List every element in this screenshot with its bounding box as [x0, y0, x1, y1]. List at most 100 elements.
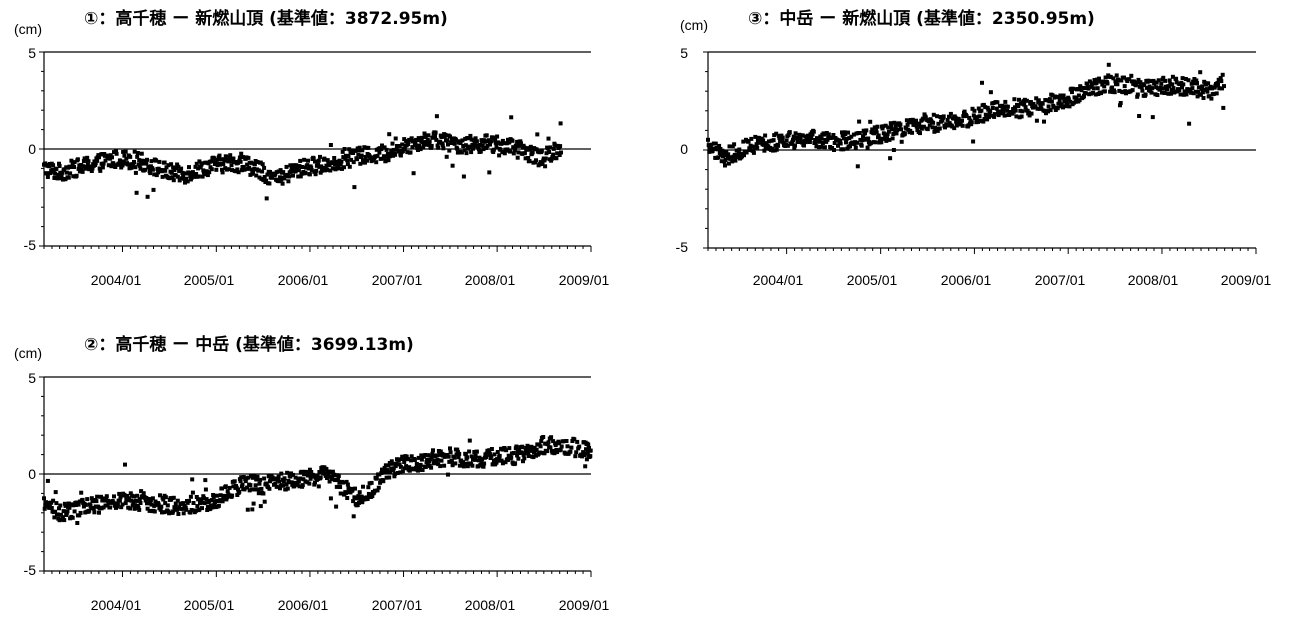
- data-point: [135, 493, 140, 498]
- data-point: [519, 450, 523, 455]
- data-point: [281, 479, 286, 484]
- data-point: [389, 459, 394, 464]
- data-point: [474, 139, 479, 144]
- data-point: [101, 161, 106, 166]
- data-point: [81, 164, 86, 169]
- data-point: [298, 158, 303, 163]
- data-point: [1108, 89, 1113, 94]
- data-point: [201, 496, 206, 501]
- data-point: [331, 160, 336, 165]
- data-point: [302, 472, 307, 477]
- data-point: [256, 491, 261, 496]
- data-point: [1099, 91, 1103, 96]
- data-point: [449, 459, 454, 463]
- data-point: [489, 139, 494, 144]
- data-point: [175, 507, 180, 512]
- data-point: [549, 435, 554, 440]
- data-point: [976, 119, 981, 124]
- data-point: [84, 164, 89, 169]
- data-point: [1091, 90, 1096, 95]
- data-point: [1193, 89, 1198, 94]
- data-point: [1201, 96, 1206, 100]
- data-point: [1087, 79, 1092, 84]
- data-point: [152, 172, 157, 177]
- data-point: [194, 172, 199, 176]
- data-point: [215, 157, 219, 162]
- data-point: [339, 159, 344, 164]
- data-point: [42, 496, 46, 501]
- data-point: [522, 456, 527, 461]
- data-point: [555, 450, 560, 455]
- data-point: [58, 503, 63, 508]
- data-point: [210, 505, 215, 510]
- data-point: [194, 495, 199, 499]
- data-point: [923, 115, 928, 120]
- data-point: [1200, 84, 1205, 89]
- data-point: [723, 163, 727, 168]
- data-point: [346, 486, 351, 491]
- data-point: [793, 131, 798, 136]
- data-point: [587, 445, 591, 450]
- data-point: [733, 158, 738, 163]
- data-point: [334, 484, 339, 489]
- data-point: [1059, 102, 1064, 107]
- data-point: [1026, 110, 1031, 115]
- data-point: [439, 458, 444, 463]
- data-point: [357, 145, 362, 150]
- data-point: [508, 149, 512, 154]
- data-point: [57, 161, 61, 166]
- data-point: [328, 168, 333, 173]
- data-point: [239, 475, 244, 480]
- data-point: [554, 156, 559, 161]
- data-point: [338, 491, 343, 496]
- data-point: [1218, 76, 1223, 81]
- data-point: [404, 464, 409, 469]
- data-point: [129, 165, 134, 170]
- data-point: [524, 446, 529, 450]
- data-point: [732, 142, 737, 147]
- data-point: [188, 510, 193, 515]
- y-tick-label-0: 0: [680, 141, 688, 157]
- data-point: [726, 161, 731, 166]
- data-point: [171, 509, 176, 514]
- data-point: [1038, 101, 1043, 106]
- data-point: [88, 503, 93, 508]
- data-point: [288, 163, 293, 168]
- data-point: [133, 170, 138, 175]
- data-point: [60, 515, 65, 520]
- data-point: [484, 133, 489, 138]
- data-point: [231, 156, 236, 161]
- data-point: [156, 170, 161, 175]
- data-point: [278, 175, 282, 180]
- data-point: [359, 153, 364, 158]
- data-point: [1054, 94, 1059, 99]
- data-point: [859, 143, 864, 148]
- data-point: [218, 493, 223, 498]
- data-point: [330, 469, 335, 474]
- data-point: [380, 143, 384, 148]
- data-point: [983, 112, 988, 117]
- data-point: [513, 461, 518, 466]
- data-point: [274, 484, 279, 489]
- data-point: [145, 194, 150, 199]
- data-point: [910, 117, 915, 122]
- data-point: [297, 484, 302, 489]
- data-point: [861, 134, 865, 139]
- y-tick-label-5: 5: [680, 45, 688, 61]
- data-point: [427, 459, 432, 464]
- data-point: [1095, 86, 1100, 91]
- data-point: [461, 174, 466, 179]
- data-point: [878, 136, 883, 141]
- data-point: [868, 119, 873, 124]
- data-point: [307, 172, 312, 177]
- data-point: [868, 141, 873, 146]
- data-point: [356, 494, 361, 499]
- data-point: [86, 159, 91, 164]
- data-point: [853, 145, 858, 150]
- data-point: [559, 150, 563, 155]
- data-point: [736, 153, 740, 158]
- data-point: [191, 501, 196, 505]
- data-point: [211, 495, 216, 500]
- data-point: [551, 152, 556, 157]
- data-point: [709, 142, 714, 147]
